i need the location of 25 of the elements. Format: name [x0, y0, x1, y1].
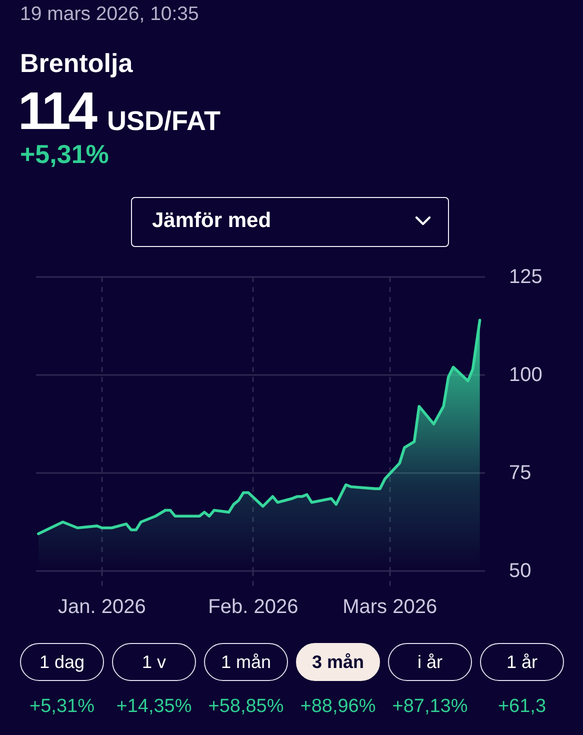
chart-title: Brentolja [20, 48, 133, 78]
dropdown-field: Jämför med [131, 197, 449, 247]
x-tick-label: Jan. 2026 [58, 596, 146, 618]
text: +14,35% [116, 696, 192, 717]
pill-button: 1 mån [204, 643, 288, 681]
pill-button: 1 v [112, 643, 196, 681]
y-tick-label: 100 [509, 364, 542, 386]
text: +58,85% [208, 696, 284, 717]
text: USD/FAT [107, 106, 220, 136]
y-tick-label: 75 [509, 462, 532, 484]
text: 19 mars 2026, 10:35 [20, 3, 199, 25]
text: +88,96% [300, 696, 376, 717]
text: +5,31% [20, 139, 109, 169]
pill-button: 1 år [480, 643, 564, 681]
pill-button: 3 mån [296, 643, 380, 681]
x-tick-label: Mars 2026 [342, 596, 438, 618]
text: 114 [18, 82, 95, 141]
y-tick-label: 50 [509, 560, 532, 582]
pill-button: 1 dag [20, 643, 104, 681]
pill-button: i år [388, 643, 472, 681]
text: +61,3 [498, 696, 546, 717]
text: +5,31% [30, 696, 94, 717]
y-tick-label: 125 [509, 266, 542, 288]
text: +87,13% [392, 696, 468, 717]
x-tick-label: Feb. 2026 [208, 596, 298, 618]
